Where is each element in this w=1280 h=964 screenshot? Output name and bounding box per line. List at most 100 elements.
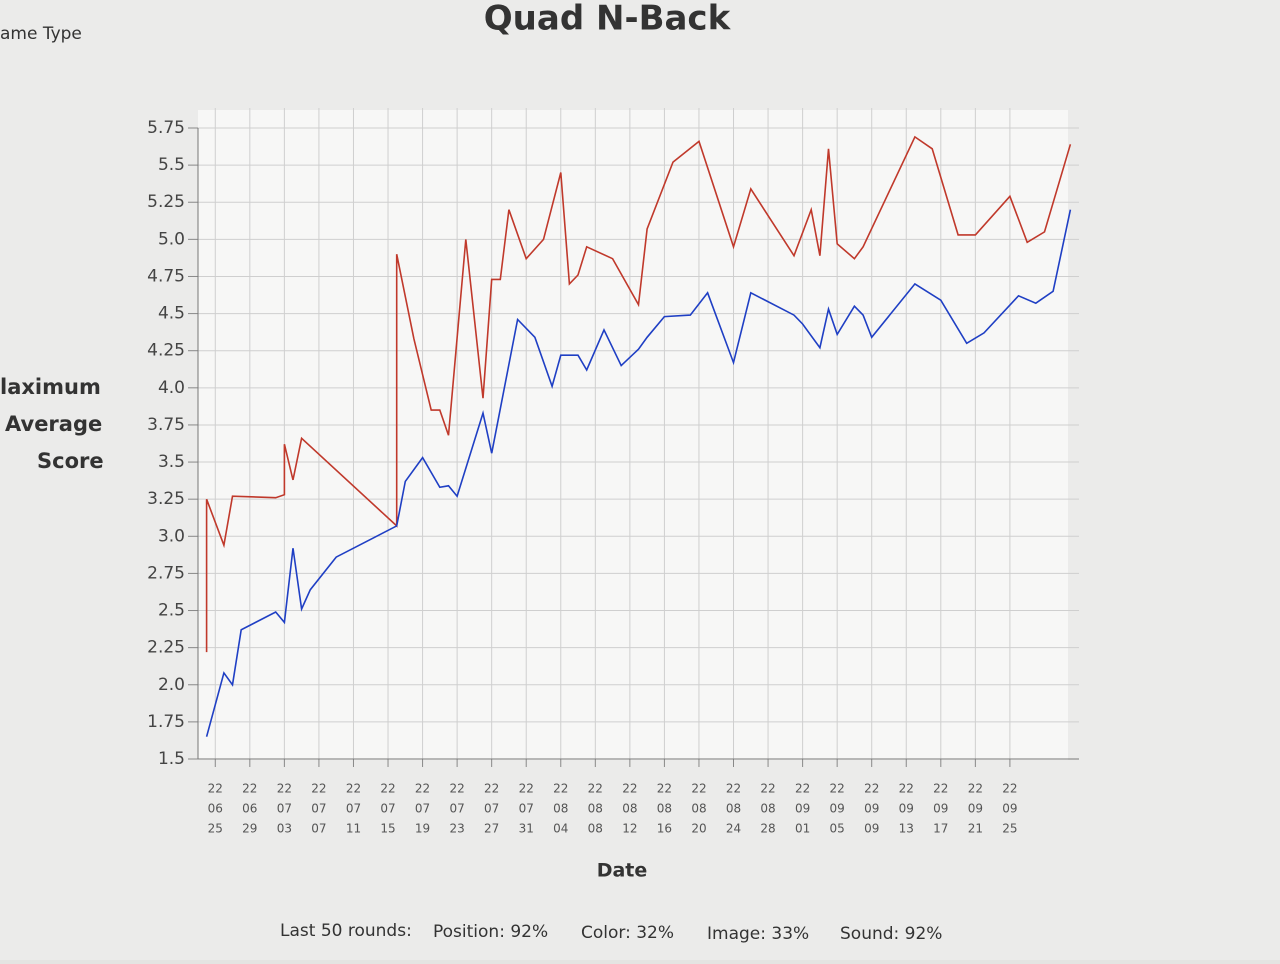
- x-tick-label: 09: [864, 802, 879, 816]
- y-tick-label: 5.5: [158, 155, 185, 175]
- y-tick-label: 4.5: [158, 304, 185, 324]
- x-tick-label: 22: [519, 782, 534, 796]
- x-tick-label: 19: [415, 822, 430, 836]
- x-tick-label: 08: [760, 802, 775, 816]
- x-tick-label: 29: [242, 822, 257, 836]
- x-tick-label: 25: [1002, 822, 1017, 836]
- x-tick-label: 22: [242, 782, 257, 796]
- legend-entry: laximum: [0, 375, 101, 399]
- x-tick-label: 22: [449, 782, 464, 796]
- series-line: [205, 209, 1072, 737]
- x-tick-label: 22: [588, 782, 603, 796]
- y-tick-label: 1.75: [147, 712, 185, 732]
- x-tick-label: 08: [691, 802, 706, 816]
- x-tick-label: 22: [622, 782, 637, 796]
- x-tick-label: 09: [899, 802, 914, 816]
- x-tick-label: 20: [691, 822, 706, 836]
- x-tick-label: 22: [968, 782, 983, 796]
- x-tick-label: 22: [380, 782, 395, 796]
- footer-stat: Position: 92%: [433, 922, 548, 942]
- x-tick-label: 22: [553, 782, 568, 796]
- x-tick-label: 09: [1002, 802, 1017, 816]
- x-tick-label: 22: [864, 782, 879, 796]
- legend-entry: Average: [5, 412, 102, 436]
- x-tick-label: 15: [380, 822, 395, 836]
- y-tick-label: 2.75: [147, 563, 185, 583]
- y-tick-label: 3.25: [147, 489, 185, 509]
- y-tick-label: 4.25: [147, 341, 185, 361]
- footer-stat: Color: 32%: [581, 923, 674, 943]
- x-tick-label: 31: [519, 822, 534, 836]
- x-tick-label: 22: [933, 782, 948, 796]
- x-axis-label: Date: [597, 860, 648, 882]
- x-tick-label: 22: [277, 782, 292, 796]
- y-tick-label: 4.75: [147, 266, 185, 286]
- x-tick-label: 09: [968, 802, 983, 816]
- x-tick-label: 07: [484, 802, 499, 816]
- x-tick-label: 23: [449, 822, 464, 836]
- x-tick-label: 07: [415, 802, 430, 816]
- x-tick-label: 22: [415, 782, 430, 796]
- x-tick-label: 22: [760, 782, 775, 796]
- x-tick-label: 22: [311, 782, 326, 796]
- x-tick-label: 22: [208, 782, 223, 796]
- x-tick-label: 09: [933, 802, 948, 816]
- corner-label: ame Type: [0, 24, 82, 44]
- x-tick-label: 01: [795, 822, 810, 836]
- plot-area: [198, 110, 1068, 760]
- x-tick-label: 22: [795, 782, 810, 796]
- x-tick-label: 22: [1002, 782, 1017, 796]
- x-tick-label: 12: [622, 822, 637, 836]
- x-tick-label: 27: [484, 822, 499, 836]
- x-tick-label: 08: [726, 802, 741, 816]
- x-tick-label: 11: [346, 822, 361, 836]
- x-tick-label: 08: [553, 802, 568, 816]
- x-tick-label: 17: [933, 822, 948, 836]
- chart-title: Quad N-Back: [484, 0, 732, 39]
- series-line: [205, 135, 1072, 653]
- x-tick-label: 08: [588, 822, 603, 836]
- footer-stat: Image: 33%: [707, 924, 809, 944]
- y-tick-label: 3.5: [158, 452, 185, 472]
- x-tick-label: 22: [899, 782, 914, 796]
- x-tick-label: 07: [277, 802, 292, 816]
- x-tick-label: 13: [899, 822, 914, 836]
- y-tick-label: 4.0: [158, 378, 185, 398]
- y-tick-label: 3.75: [147, 415, 185, 435]
- y-tick-label: 2.0: [158, 675, 185, 695]
- x-tick-label: 09: [830, 802, 845, 816]
- y-axis-label: Score: [37, 449, 104, 473]
- x-tick-label: 22: [484, 782, 499, 796]
- x-tick-label: 07: [380, 802, 395, 816]
- x-tick-label: 21: [968, 822, 983, 836]
- y-tick-label: 5.0: [158, 229, 185, 249]
- y-tick-label: 5.25: [147, 192, 185, 212]
- x-tick-label: 09: [795, 802, 810, 816]
- x-tick-label: 07: [449, 802, 464, 816]
- x-tick-label: 22: [657, 782, 672, 796]
- y-tick-label: 1.5: [158, 749, 185, 769]
- x-tick-label: 07: [346, 802, 361, 816]
- y-tick-label: 5.75: [147, 118, 185, 138]
- x-tick-label: 22: [691, 782, 706, 796]
- x-tick-label: 08: [588, 802, 603, 816]
- x-tick-label: 28: [760, 822, 775, 836]
- x-tick-label: 07: [519, 802, 534, 816]
- y-tick-label: 2.25: [147, 638, 185, 658]
- x-tick-label: 07: [311, 822, 326, 836]
- x-tick-label: 08: [622, 802, 637, 816]
- x-tick-label: 06: [208, 802, 223, 816]
- x-tick-label: 22: [726, 782, 741, 796]
- x-tick-label: 08: [657, 802, 672, 816]
- x-tick-label: 25: [208, 822, 223, 836]
- x-tick-label: 06: [242, 802, 257, 816]
- x-tick-label: 03: [277, 822, 292, 836]
- x-tick-label: 05: [830, 822, 845, 836]
- footer-stat: Sound: 92%: [840, 924, 942, 944]
- x-tick-label: 16: [657, 822, 672, 836]
- y-tick-label: 2.5: [158, 601, 185, 621]
- x-tick-label: 24: [726, 822, 741, 836]
- x-tick-label: 09: [864, 822, 879, 836]
- x-tick-label: 07: [311, 802, 326, 816]
